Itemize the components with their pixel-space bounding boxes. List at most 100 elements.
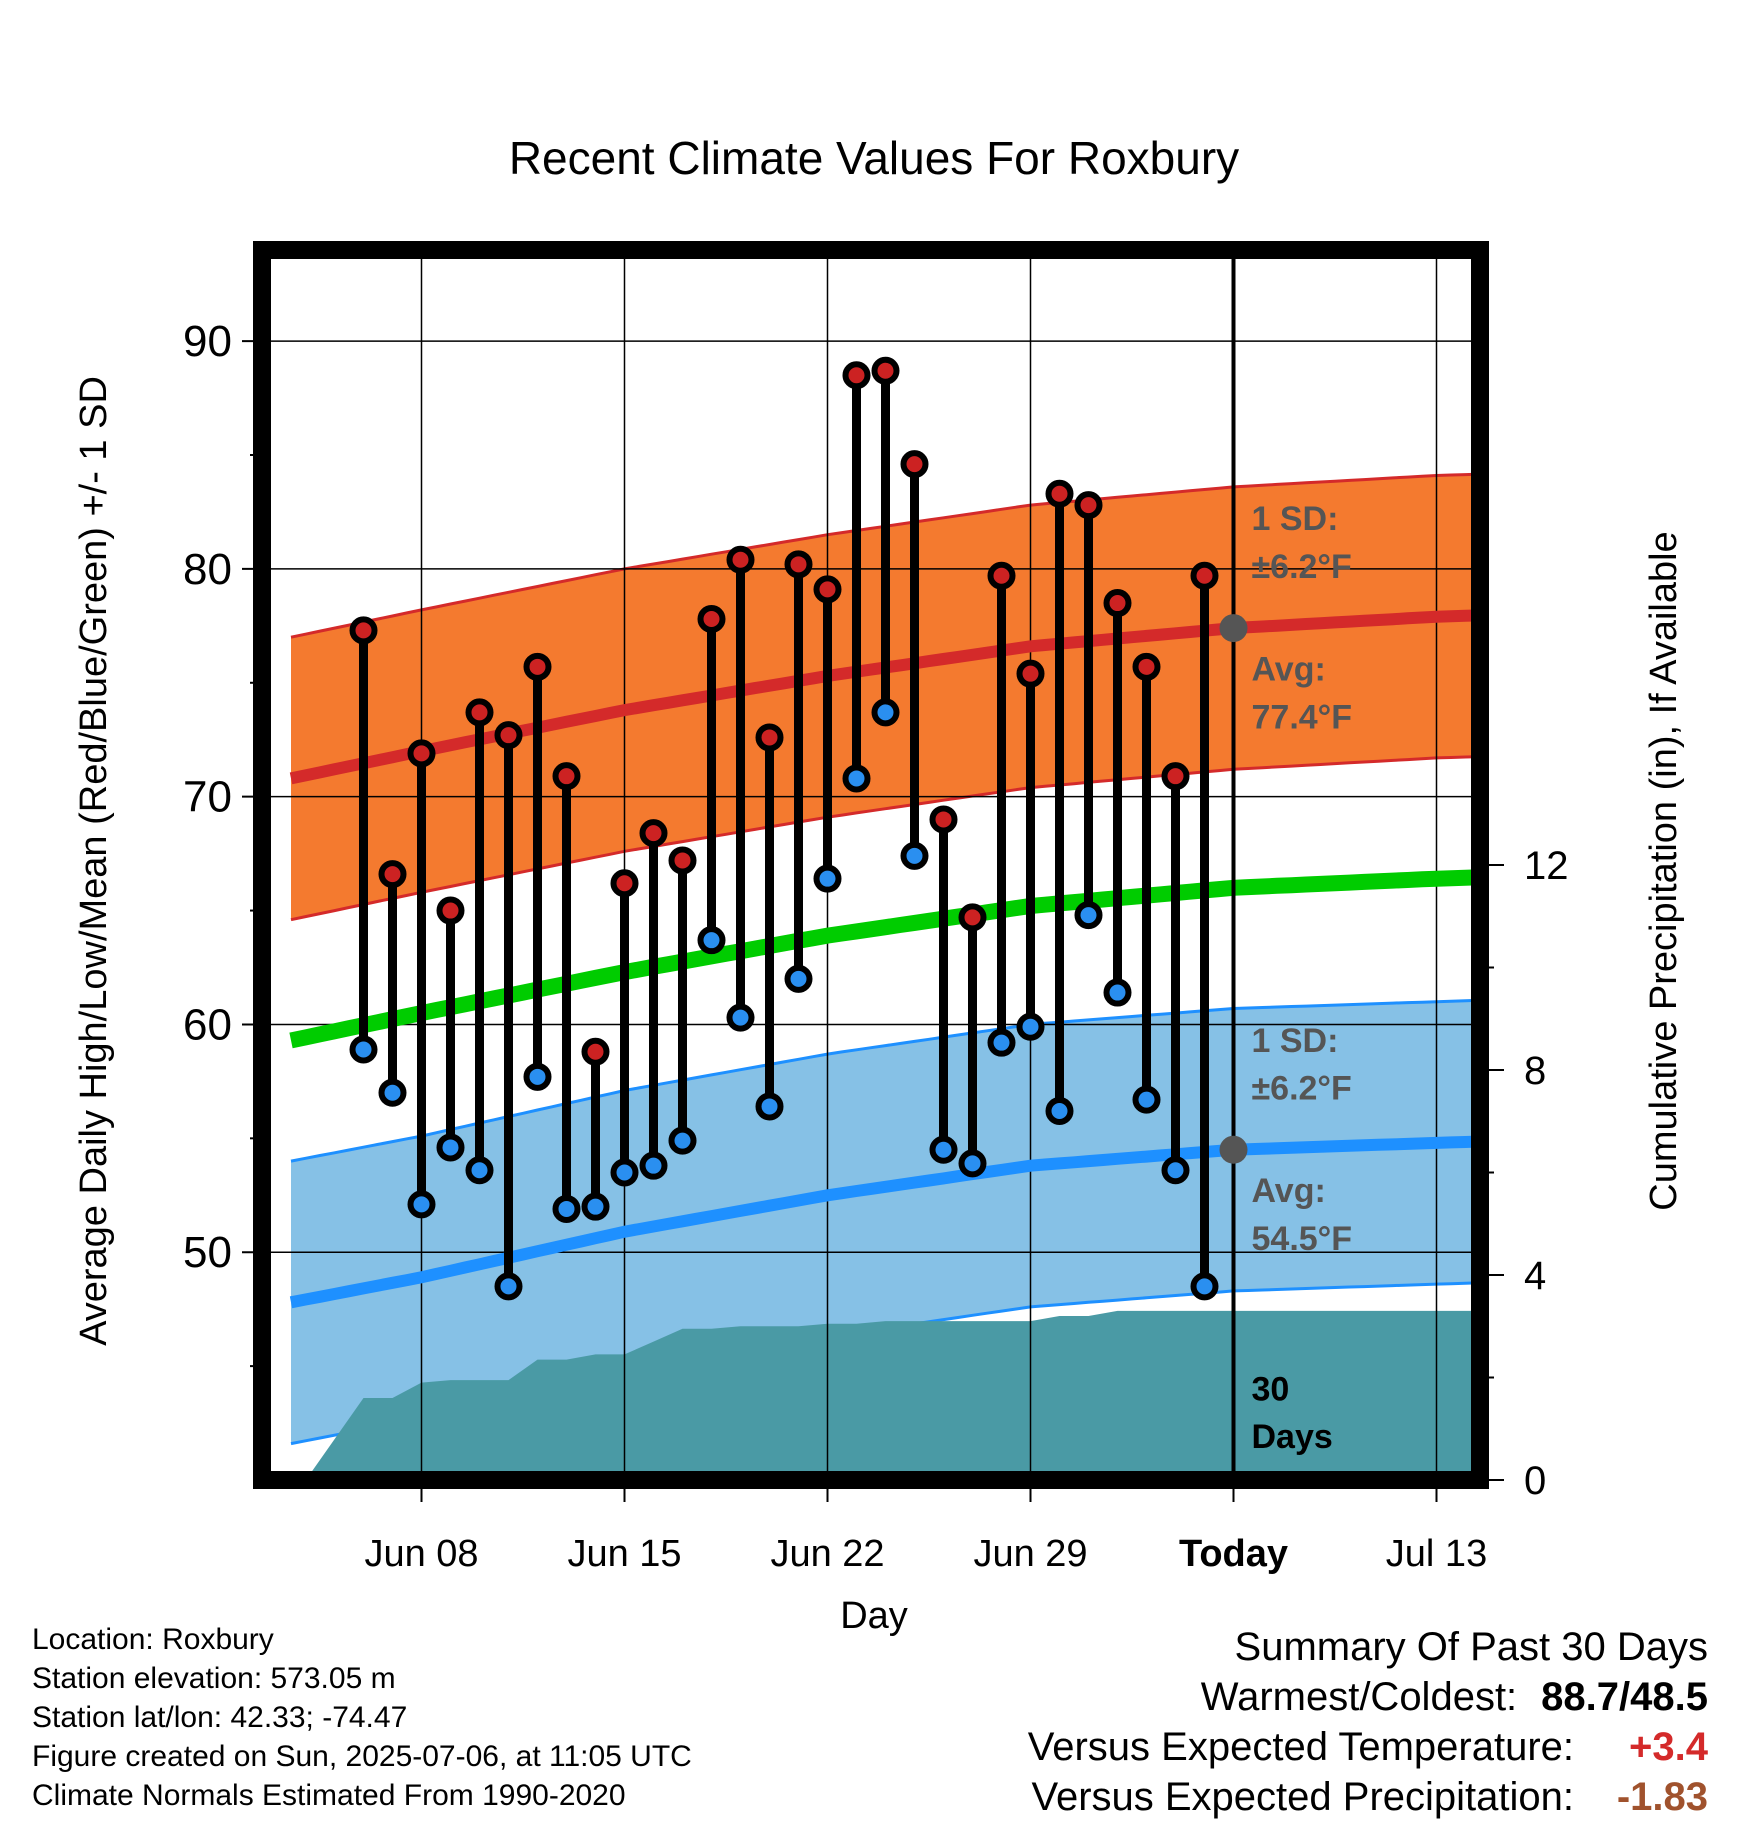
obs-high-point [1074, 491, 1103, 520]
obs-low-point [668, 1126, 697, 1155]
low-sd-band [291, 1000, 1480, 1444]
obs-low-point [1132, 1085, 1161, 1114]
obs-low-point [987, 1028, 1016, 1057]
temp-value: +3.4 [1629, 1725, 1708, 1769]
x-tick-label: Today [1179, 1533, 1288, 1575]
obs-high-point [378, 860, 407, 889]
obs-high-point [755, 723, 784, 752]
obs-high-point [1016, 659, 1045, 688]
obs-low-point [610, 1158, 639, 1187]
obs-low-point [900, 841, 929, 870]
high-avg-label: Avg: [1252, 651, 1326, 689]
y-tick-label: 80 [183, 545, 232, 594]
obs-high-point [1045, 479, 1074, 508]
days-unit-label: Days [1252, 1418, 1333, 1456]
location-text: Location: Roxbury [32, 1623, 274, 1656]
obs-low-point [958, 1149, 987, 1178]
obs-high-point [871, 356, 900, 385]
obs-low-point [494, 1272, 523, 1301]
normals-text: Climate Normals Estimated From 1990-2020 [32, 1779, 626, 1812]
obs-high-point [639, 819, 668, 848]
obs-high-point [494, 721, 523, 750]
x-tick-label: Jun 15 [567, 1533, 681, 1575]
station-info: Location: Roxbury Station elevation: 573… [32, 1620, 692, 1815]
today-low-avg-marker [1219, 1135, 1248, 1164]
summary-panel: Summary Of Past 30 Days Warmest/Coldest:… [1028, 1622, 1708, 1822]
low-avg-value: 54.5°F [1252, 1220, 1353, 1258]
high-sd-value: ±6.2°F [1252, 548, 1352, 586]
obs-high-point [842, 361, 871, 390]
chart-title: Recent Climate Values For Roxbury [509, 132, 1239, 184]
obs-high-point [407, 739, 436, 768]
y-tick-label: 60 [183, 1000, 232, 1049]
obs-high-point [465, 698, 494, 727]
high-avg-value: 77.4°F [1252, 698, 1353, 736]
y-axis-label: Average Daily High/Low/Mean (Red/Blue/Gr… [73, 376, 115, 1346]
obs-high-point [900, 450, 929, 479]
y-tick-label: 90 [183, 317, 232, 366]
created-text: Figure created on Sun, 2025-07-06, at 11… [32, 1740, 692, 1773]
obs-low-point [639, 1151, 668, 1180]
obs-high-point [987, 561, 1016, 590]
obs-low-point [523, 1062, 552, 1091]
obs-low-point [1190, 1272, 1219, 1301]
obs-low-point [813, 864, 842, 893]
obs-high-point [929, 805, 958, 834]
obs-high-point [784, 550, 813, 579]
y2-tick-label: 12 [1524, 844, 1569, 888]
summary-warmest-row: Warmest/Coldest: 88.7/48.5 [1028, 1672, 1708, 1722]
obs-low-point [697, 926, 726, 955]
high-mean-line [289, 609, 1480, 785]
obs-low-point [871, 698, 900, 727]
plot-content: 1 SD: ±6.2°F Avg: 77.4°F 1 SD: ±6.2°F Avg: 54.5… [262, 250, 1480, 1480]
obs-low-point [1161, 1156, 1190, 1185]
low-sd-value: ±6.2°F [1252, 1070, 1352, 1108]
obs-low-point [842, 764, 871, 793]
obs-high-point [436, 896, 465, 925]
y2-tick-label: 8 [1524, 1049, 1546, 1093]
obs-high-point [523, 652, 552, 681]
x-tick-label: Jun 08 [364, 1533, 478, 1575]
obs-high-point [726, 545, 755, 574]
observations [349, 356, 1219, 1301]
obs-high-point [697, 605, 726, 633]
days-count-label: 30 [1252, 1370, 1290, 1408]
low-avg-label: Avg: [1252, 1172, 1326, 1210]
x-tick-label: Jul 13 [1386, 1533, 1487, 1575]
obs-low-point [929, 1135, 958, 1164]
obs-low-point [1045, 1097, 1074, 1125]
y2-tick-label: 4 [1524, 1254, 1546, 1298]
obs-high-point [1132, 652, 1161, 681]
today-high-avg-marker [1219, 614, 1248, 643]
obs-low-point [581, 1192, 610, 1221]
y2-axis-label: Cumulative Precipitation (in), If Availa… [1643, 531, 1685, 1210]
obs-low-point [784, 964, 813, 993]
obs-low-point [1074, 901, 1103, 930]
high-sd-lower-edge [290, 755, 1480, 922]
summary-precip-row: Versus Expected Precipitation: -1.83 [1028, 1772, 1708, 1822]
summary-temp-row: Versus Expected Temperature: +3.4 [1028, 1722, 1708, 1772]
y-tick-label: 50 [183, 1228, 232, 1277]
obs-low-point [407, 1190, 436, 1219]
obs-low-point [349, 1035, 378, 1064]
low-mean-line [289, 1135, 1480, 1309]
temp-label: Versus Expected Temperature: [1027, 1725, 1574, 1769]
obs-high-point [349, 616, 378, 645]
obs-high-point [581, 1037, 610, 1066]
warmest-label: Warmest/Coldest: [1200, 1675, 1518, 1719]
high-sd-label: 1 SD: [1252, 500, 1339, 538]
obs-high-point [1190, 561, 1219, 590]
precip-value: -1.83 [1616, 1775, 1708, 1819]
warmest-value: 88.7/48.5 [1541, 1675, 1708, 1719]
obs-low-point [1103, 978, 1132, 1007]
high-sd-upper-edge [290, 472, 1480, 639]
precip-area [276, 1310, 1480, 1480]
precip-label: Versus Expected Precipitation: [1031, 1775, 1574, 1819]
obs-low-point [436, 1133, 465, 1162]
axes: 50 60 70 80 90 0 4 8 12 Jun 08 Jun 15 Jun 22 Jun 29 T… [183, 241, 1569, 1575]
obs-high-point [958, 903, 987, 932]
low-sd-label: 1 SD: [1252, 1022, 1339, 1060]
obs-low-point [552, 1194, 581, 1223]
latlon-text: Station lat/lon: 42.33; -74.47 [32, 1701, 408, 1734]
